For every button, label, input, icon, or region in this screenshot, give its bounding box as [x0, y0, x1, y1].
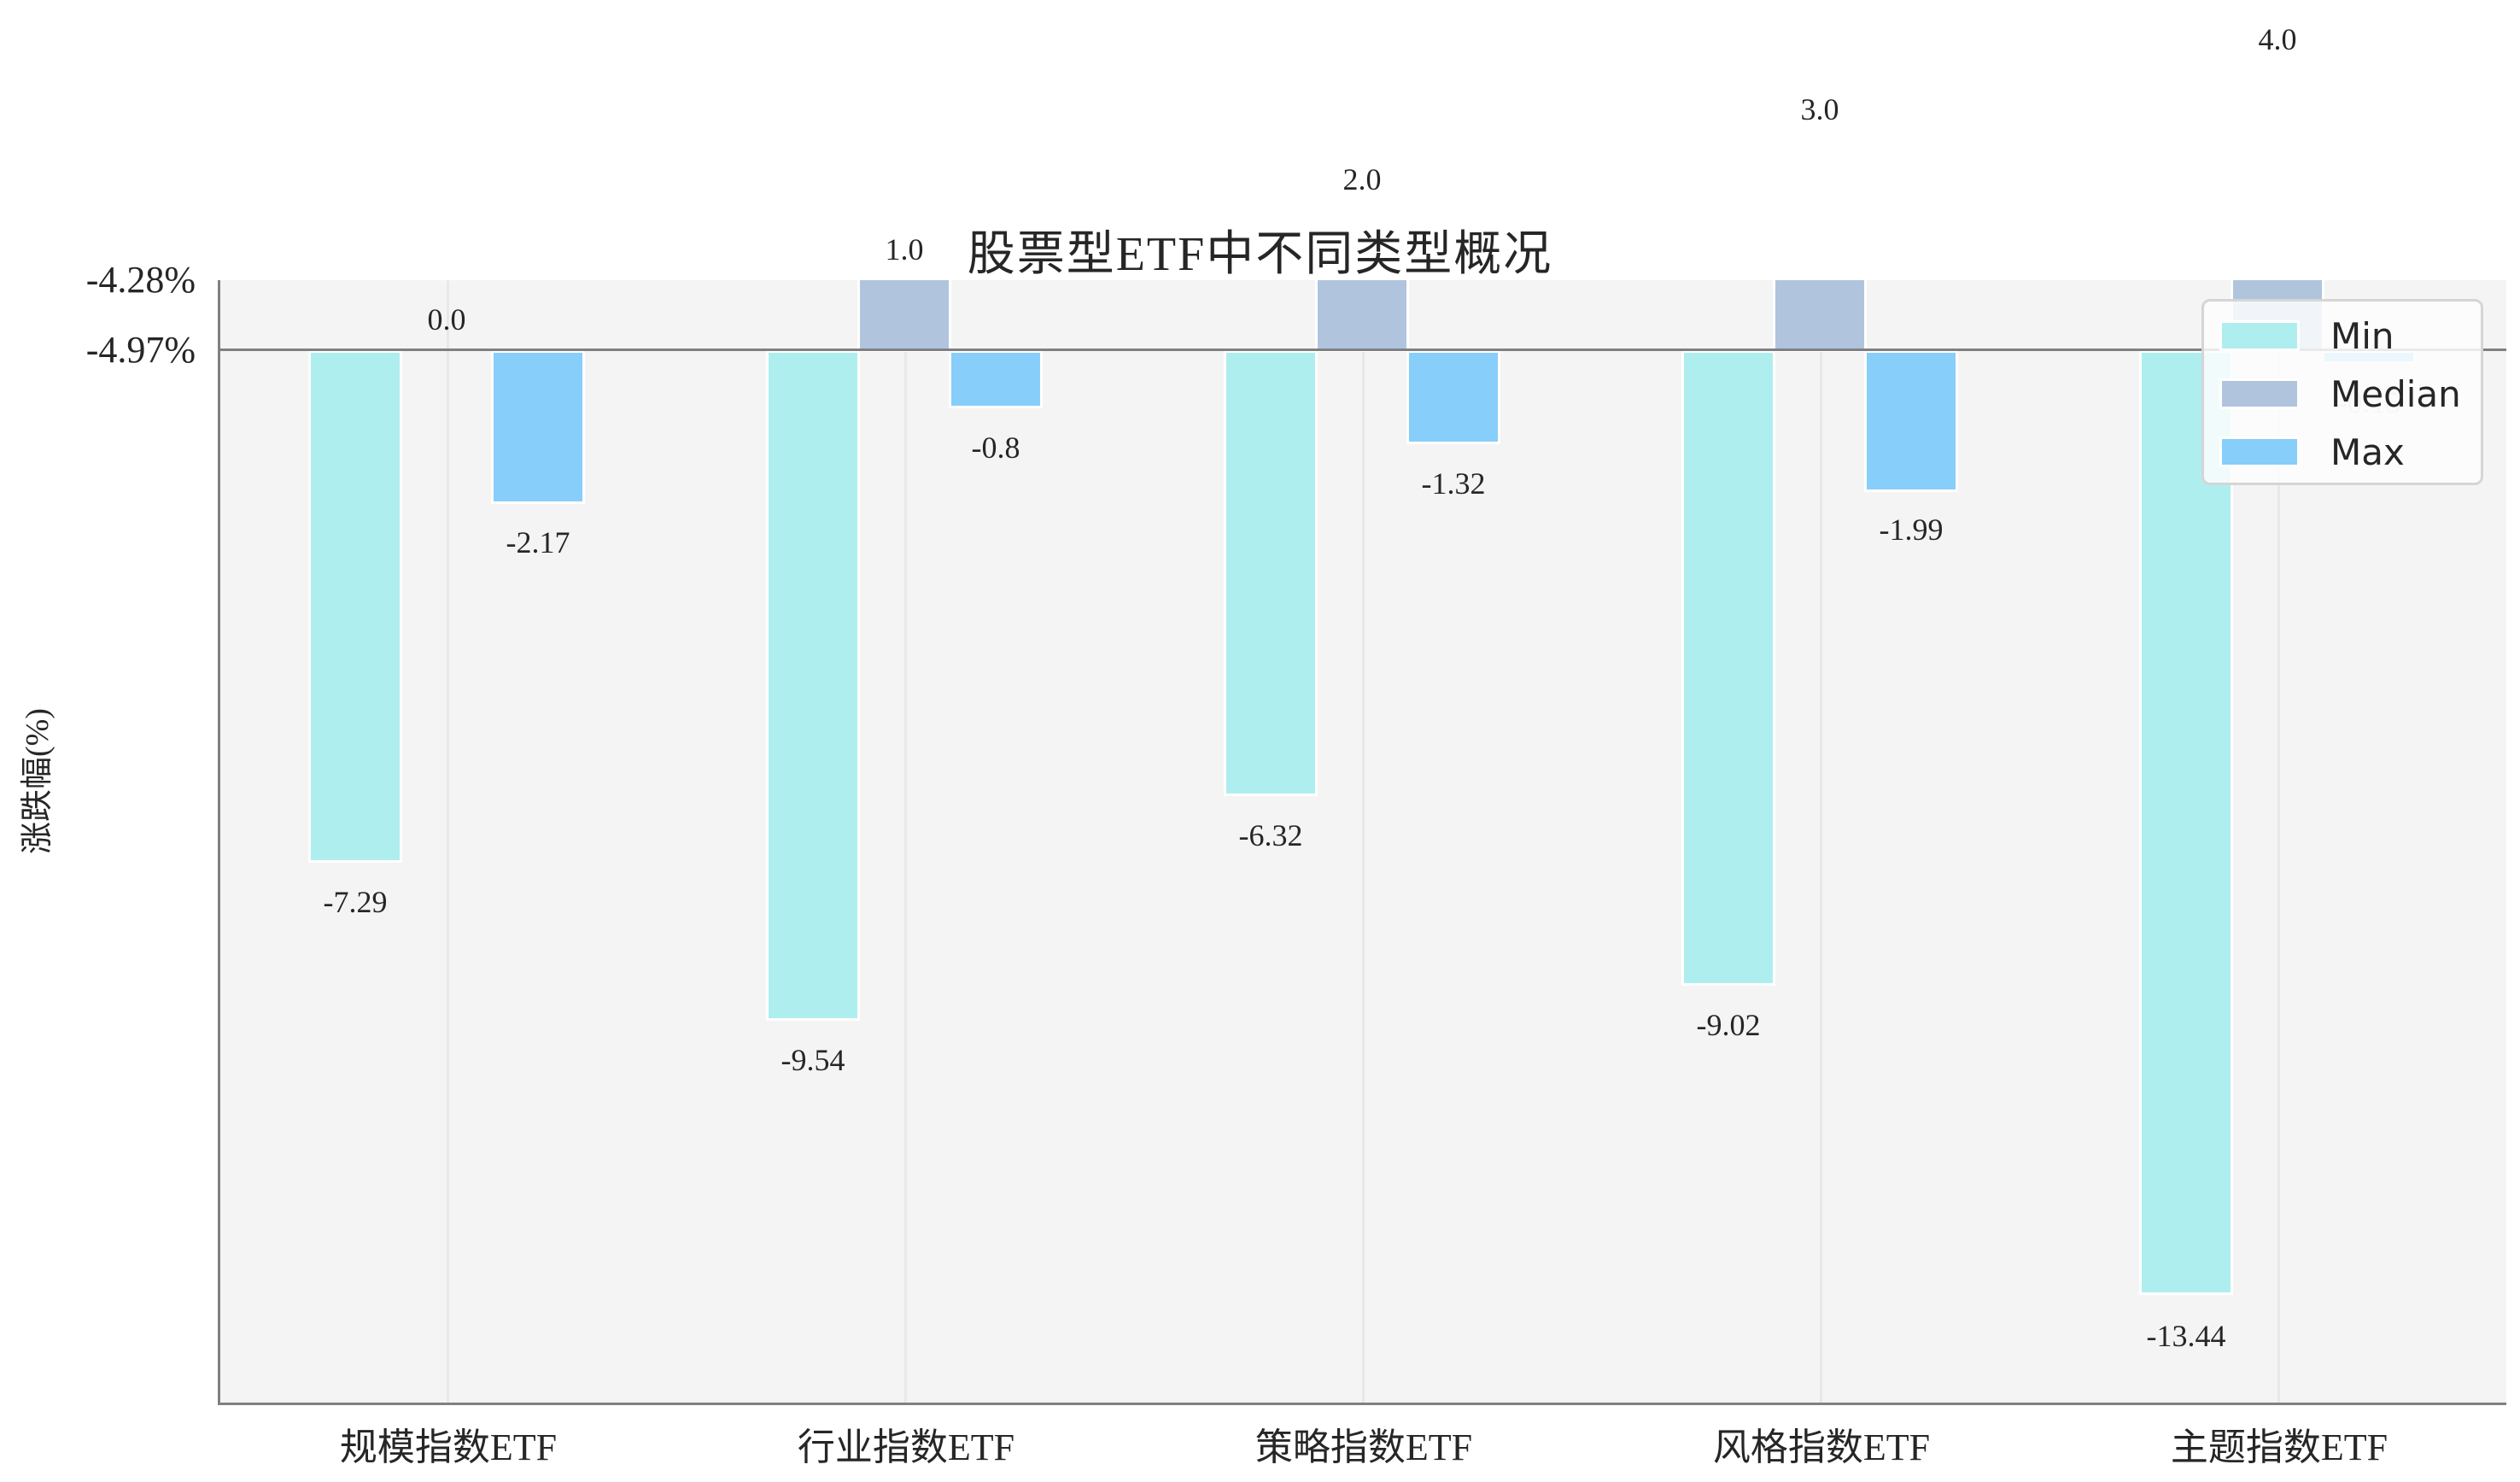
- value-label-max: -1.32: [1421, 466, 1486, 501]
- value-label-min: -7.29: [323, 885, 388, 919]
- value-label-median: 4.0: [2258, 22, 2297, 56]
- x-tick-label: 风格指数ETF: [1712, 1426, 1931, 1468]
- bar-max: [1406, 350, 1500, 444]
- value-label-median: 3.0: [1800, 92, 1839, 126]
- value-label-min: -13.44: [2146, 1319, 2226, 1353]
- gridline: [904, 280, 907, 1403]
- bar-median: [857, 280, 951, 352]
- value-label-min: -6.32: [1238, 818, 1303, 852]
- value-label-max: -2.17: [506, 525, 570, 559]
- bar-max: [491, 350, 585, 504]
- value-label-median: 0.0: [427, 302, 466, 337]
- x-axis-spine: [218, 1403, 2506, 1405]
- bar-min: [1681, 350, 1775, 986]
- x-tick-label: 行业指数ETF: [797, 1426, 1015, 1468]
- bar-max: [949, 350, 1043, 408]
- gridline: [1820, 280, 1822, 1403]
- bar-median: [1315, 280, 1409, 352]
- bar-max: [1864, 350, 1958, 492]
- bar-min: [1224, 350, 1318, 796]
- legend-item-median: Median: [2219, 373, 2461, 415]
- bar-min: [766, 350, 860, 1021]
- zero-line: [219, 349, 2506, 351]
- legend-item-min: Min: [2219, 315, 2394, 357]
- gridline: [1362, 280, 1365, 1403]
- chart-title: 股票型ETF中不同类型概况: [967, 228, 1553, 281]
- value-label-median: 2.0: [1342, 162, 1382, 196]
- plot-area: [219, 280, 2506, 1403]
- x-tick-label: 策略指数ETF: [1254, 1426, 1473, 1468]
- legend-swatch-median: [2219, 378, 2300, 409]
- legend-swatch-min: [2219, 320, 2300, 351]
- bar-min: [2139, 350, 2233, 1295]
- gridline: [447, 280, 449, 1403]
- value-label-median: 1.0: [885, 232, 924, 267]
- x-tick-label: 规模指数ETF: [339, 1426, 558, 1468]
- legend-swatch-max: [2219, 436, 2300, 467]
- value-label-min: -9.54: [781, 1043, 845, 1077]
- y-tick-label: -4.97%: [85, 329, 196, 371]
- legend: Min Median Max: [2201, 299, 2483, 485]
- bar-min: [308, 350, 402, 863]
- y-axis-label: 涨跌幅(%): [20, 708, 56, 854]
- x-tick-label: 主题指数ETF: [2170, 1426, 2388, 1468]
- legend-label: Max: [2330, 431, 2405, 473]
- bar-median: [1773, 280, 1867, 352]
- gridline: [2277, 280, 2280, 1403]
- legend-label: Median: [2330, 372, 2461, 415]
- value-label-min: -9.02: [1696, 1008, 1761, 1042]
- y-axis-spine: [218, 280, 220, 1405]
- legend-label: Min: [2330, 314, 2394, 357]
- y-tick-label: -4.28%: [85, 259, 196, 301]
- value-label-max: -1.99: [1879, 513, 1944, 547]
- legend-item-max: Max: [2219, 431, 2405, 473]
- value-label-max: -0.8: [971, 431, 1020, 465]
